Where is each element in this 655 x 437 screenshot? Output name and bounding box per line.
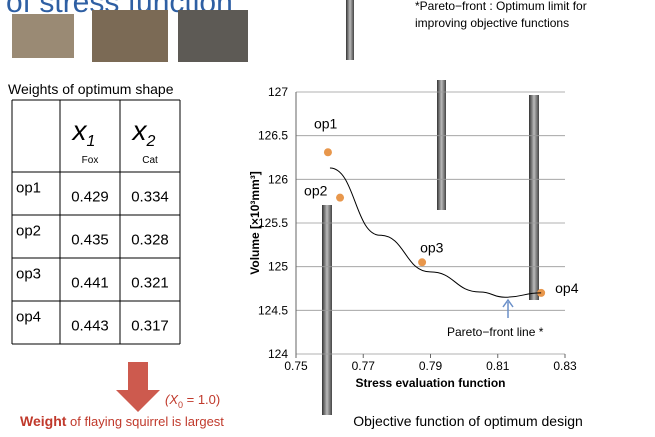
photo bbox=[12, 14, 74, 58]
point-label: op1 bbox=[314, 115, 338, 131]
shape-image bbox=[346, 0, 354, 60]
header-note: Cat bbox=[142, 155, 158, 166]
row-label: op2 bbox=[16, 223, 41, 240]
x-tick-label: 0.75 bbox=[284, 359, 308, 373]
x-tick-label: 0.77 bbox=[352, 359, 376, 373]
photo bbox=[92, 10, 168, 62]
point-label: op4 bbox=[555, 280, 579, 296]
conclusion: Weight of flaying squirrel is largest bbox=[20, 413, 224, 429]
conclusion-bold: Weight bbox=[20, 413, 67, 429]
x-tick-label: 0.83 bbox=[553, 359, 577, 373]
chart-caption: Objective function of optimum design bbox=[353, 413, 583, 429]
table-cell: 0.429 bbox=[71, 189, 109, 206]
y-tick-label: 126 bbox=[268, 172, 288, 186]
annotation: Pareto−front line * bbox=[447, 325, 544, 339]
table-cell: 0.317 bbox=[131, 318, 169, 335]
point-label: op3 bbox=[420, 239, 444, 255]
photo bbox=[178, 10, 248, 62]
baseline-rest: = 1.0) bbox=[183, 392, 220, 407]
row-label: op3 bbox=[16, 266, 41, 283]
shape-image bbox=[529, 95, 539, 300]
note: improving objective functions bbox=[415, 16, 569, 30]
header-symbol: x1 bbox=[71, 115, 96, 150]
point-label: op2 bbox=[304, 183, 328, 199]
subscript: 1 bbox=[87, 133, 96, 150]
header-symbol: x2 bbox=[131, 115, 156, 150]
table-cell: 0.328 bbox=[131, 232, 169, 249]
x-tick-label: 0.81 bbox=[486, 359, 510, 373]
down-arrow bbox=[116, 362, 160, 412]
subscript: 2 bbox=[146, 133, 156, 150]
y-tick-label: 125.5 bbox=[258, 216, 288, 230]
y-axis-label: Volume [×10³mm³] bbox=[248, 171, 262, 274]
point bbox=[324, 148, 332, 156]
table-cell: 0.435 bbox=[71, 232, 109, 249]
note: *Pareto−front : Optimum limit for bbox=[415, 0, 587, 13]
y-tick-label: 127 bbox=[268, 85, 288, 99]
symbol: x bbox=[71, 115, 88, 146]
table-cell: 0.321 bbox=[131, 275, 169, 292]
table-title: Weights of optimum shape bbox=[8, 81, 174, 97]
y-tick-label: 124.5 bbox=[258, 303, 288, 317]
table-cell: 0.334 bbox=[131, 189, 169, 206]
slide: of stress function *Pareto−front : Optim… bbox=[0, 0, 655, 432]
shape-image bbox=[437, 80, 446, 210]
conclusion-rest: of flaying squirrel is largest bbox=[66, 414, 224, 429]
table-cell: 0.441 bbox=[71, 275, 109, 292]
pareto-line bbox=[330, 168, 541, 297]
row-label: op4 bbox=[16, 309, 41, 326]
x-axis-label: Stress evaluation function bbox=[355, 376, 505, 390]
row-label: op1 bbox=[16, 180, 41, 197]
y-tick-label: 125 bbox=[268, 260, 288, 274]
y-tick-label: 126.5 bbox=[258, 129, 288, 143]
symbol: x bbox=[131, 115, 148, 146]
point bbox=[336, 194, 344, 202]
table-cell: 0.443 bbox=[71, 318, 109, 335]
baseline-note: (X0 = 1.0) bbox=[165, 392, 220, 410]
x-tick-label: 0.79 bbox=[419, 359, 443, 373]
header-note: Fox bbox=[82, 155, 99, 166]
point bbox=[418, 258, 426, 266]
page: of stress function *Pareto−front : Optim… bbox=[0, 0, 655, 432]
